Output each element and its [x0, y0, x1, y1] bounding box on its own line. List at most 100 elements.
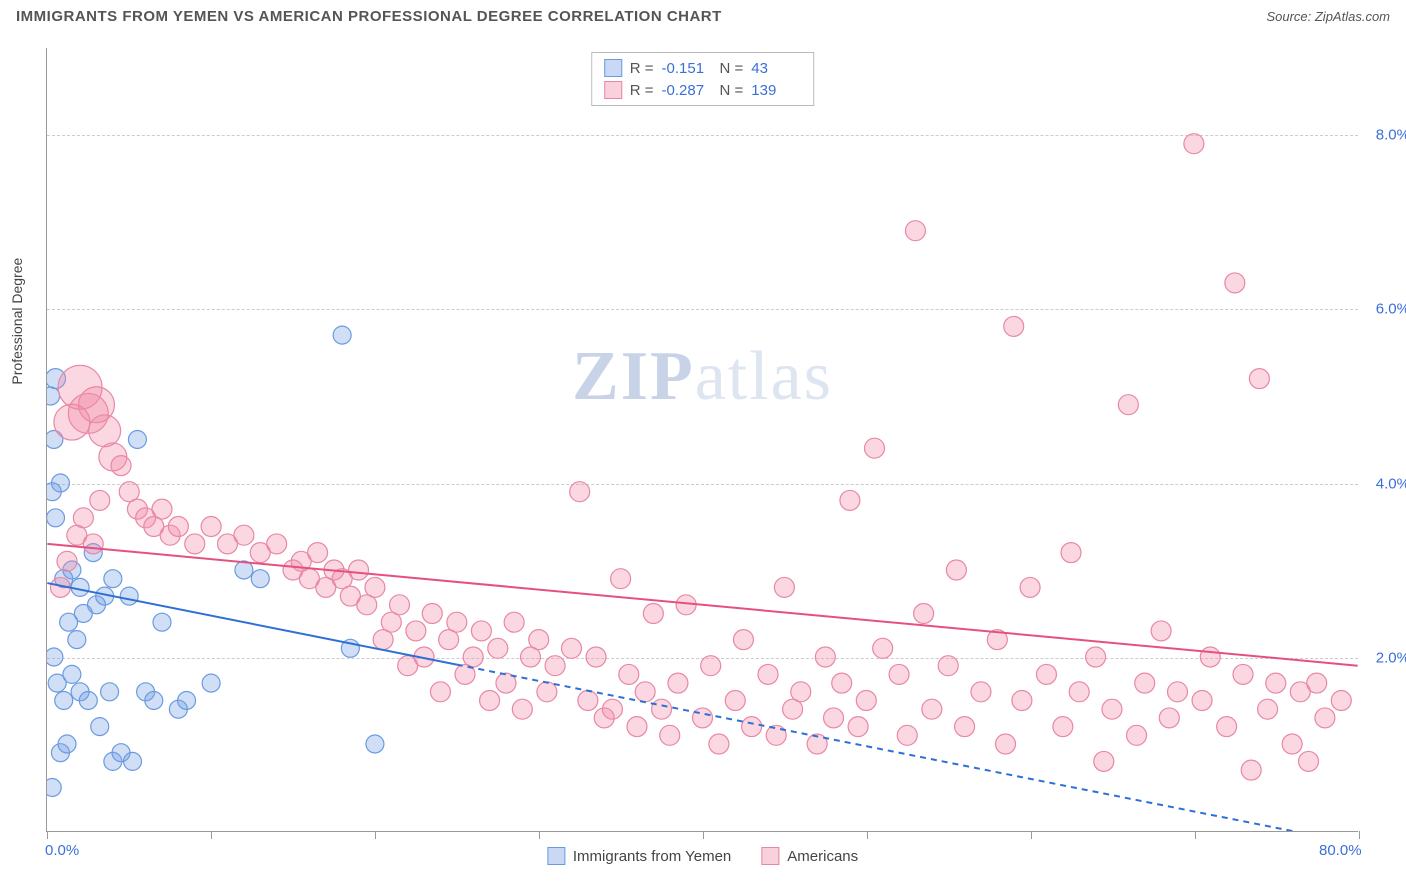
data-point-americans: [619, 664, 639, 684]
data-point-yemen: [251, 570, 269, 588]
data-point-yemen: [120, 587, 138, 605]
data-point-americans: [488, 638, 508, 658]
x-tick: [375, 831, 376, 839]
data-point-americans: [1020, 577, 1040, 597]
x-tick: [1359, 831, 1360, 839]
swatch-yemen: [604, 59, 622, 77]
data-point-americans: [512, 699, 532, 719]
data-point-americans: [627, 717, 647, 737]
data-point-americans: [709, 734, 729, 754]
legend-swatch-americans: [761, 847, 779, 865]
stat-r-yemen: -0.151: [662, 60, 712, 77]
data-point-americans: [701, 656, 721, 676]
data-point-americans: [1053, 717, 1073, 737]
data-point-yemen: [145, 692, 163, 710]
data-point-americans: [1225, 273, 1245, 293]
data-point-yemen: [47, 648, 63, 666]
x-tick-label: 0.0%: [45, 842, 79, 859]
data-point-americans: [1102, 699, 1122, 719]
data-point-americans: [83, 534, 103, 554]
stats-row-americans: R = -0.287 N = 139: [604, 79, 802, 101]
data-point-americans: [766, 725, 786, 745]
data-point-americans: [1184, 134, 1204, 154]
data-point-americans: [668, 673, 688, 693]
data-point-americans: [742, 717, 762, 737]
data-point-americans: [1258, 699, 1278, 719]
data-point-americans: [815, 647, 835, 667]
data-point-americans: [1069, 682, 1089, 702]
correlation-stats-box: R = -0.151 N = 43 R = -0.287 N = 139: [591, 52, 815, 106]
trend-line-americans: [47, 544, 1357, 666]
data-point-yemen: [60, 613, 78, 631]
y-tick-label: 2.0%: [1376, 649, 1406, 666]
data-point-yemen: [124, 752, 142, 770]
data-point-americans: [1266, 673, 1286, 693]
data-point-americans: [529, 630, 549, 650]
data-point-americans: [1004, 316, 1024, 336]
data-point-americans: [1094, 751, 1114, 771]
stats-row-yemen: R = -0.151 N = 43: [604, 57, 802, 79]
data-point-americans: [1331, 691, 1351, 711]
legend-item-americans: Americans: [761, 847, 858, 865]
swatch-americans: [604, 81, 622, 99]
data-point-americans: [1200, 647, 1220, 667]
data-point-americans: [602, 699, 622, 719]
x-tick: [539, 831, 540, 839]
x-tick: [211, 831, 212, 839]
data-point-americans: [111, 456, 131, 476]
data-point-americans: [1307, 673, 1327, 693]
data-point-americans: [1012, 691, 1032, 711]
data-point-americans: [57, 551, 77, 571]
data-point-americans: [652, 699, 672, 719]
data-point-americans: [914, 604, 934, 624]
data-point-americans: [365, 577, 385, 597]
data-point-americans: [946, 560, 966, 580]
data-point-americans: [791, 682, 811, 702]
data-point-americans: [308, 543, 328, 563]
data-point-americans: [889, 664, 909, 684]
chart-area: ZIPatlas Professional Degree R = -0.151 …: [46, 48, 1358, 832]
data-point-americans: [905, 221, 925, 241]
data-point-americans: [1315, 708, 1335, 728]
data-point-americans: [1061, 543, 1081, 563]
y-tick-label: 8.0%: [1376, 127, 1406, 144]
trend-line-dashed-yemen: [457, 665, 1358, 831]
data-point-americans: [1233, 664, 1253, 684]
data-point-yemen: [202, 674, 220, 692]
x-tick: [703, 831, 704, 839]
data-point-americans: [955, 717, 975, 737]
data-point-americans: [856, 691, 876, 711]
data-point-americans: [611, 569, 631, 589]
data-point-yemen: [333, 326, 351, 344]
data-point-americans: [758, 664, 778, 684]
data-point-americans: [586, 647, 606, 667]
data-point-americans: [1299, 751, 1319, 771]
data-point-americans: [1118, 395, 1138, 415]
data-point-yemen: [63, 665, 81, 683]
stat-r-label: R =: [630, 60, 654, 77]
data-point-americans: [389, 595, 409, 615]
data-point-americans: [643, 604, 663, 624]
data-point-americans: [824, 708, 844, 728]
data-point-americans: [1159, 708, 1179, 728]
data-point-americans: [1192, 691, 1212, 711]
data-point-yemen: [47, 509, 65, 527]
data-point-americans: [1086, 647, 1106, 667]
chart-title: IMMIGRANTS FROM YEMEN VS AMERICAN PROFES…: [16, 8, 722, 25]
data-point-americans: [864, 438, 884, 458]
y-tick-label: 4.0%: [1376, 475, 1406, 492]
data-point-americans: [422, 604, 442, 624]
data-point-americans: [578, 691, 598, 711]
data-point-americans: [635, 682, 655, 702]
data-point-americans: [1168, 682, 1188, 702]
data-point-americans: [725, 691, 745, 711]
data-point-americans: [1241, 760, 1261, 780]
scatter-plot-svg: [47, 48, 1358, 831]
data-point-americans: [406, 621, 426, 641]
data-point-americans: [201, 517, 221, 537]
data-point-americans: [504, 612, 524, 632]
data-point-yemen: [153, 613, 171, 631]
x-tick: [47, 831, 48, 839]
data-point-yemen: [128, 431, 146, 449]
data-point-americans: [1135, 673, 1155, 693]
